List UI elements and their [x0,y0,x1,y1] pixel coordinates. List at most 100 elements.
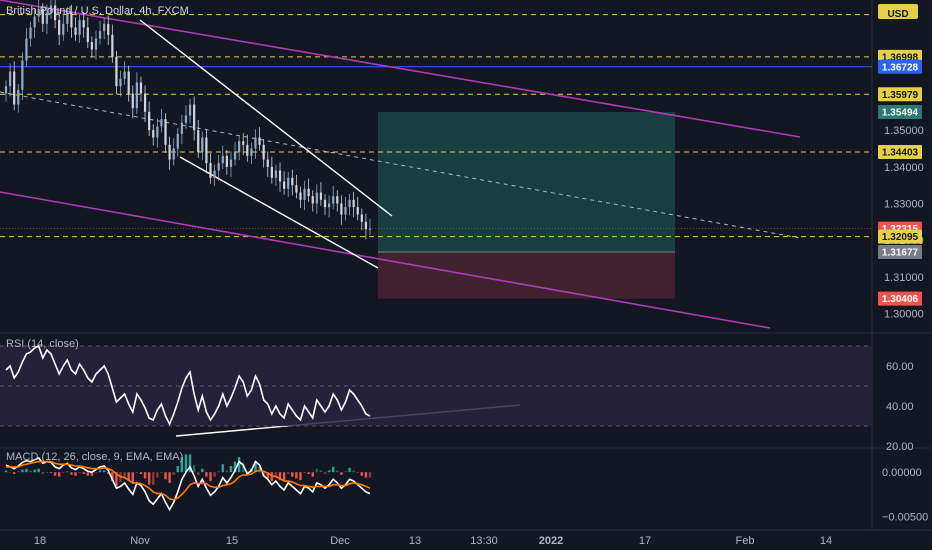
candle-body [278,170,282,182]
macd-histogram-bar [295,472,298,479]
macd-histogram-bar [102,470,106,473]
price-tag-label: 1.36998 [882,52,919,63]
macd-histogram-bar [360,472,364,476]
macd-histogram-bar [291,472,294,477]
target-zone [378,112,675,253]
macd-histogram-bar [307,472,310,474]
candle-body [127,71,130,94]
macd-histogram-bar [45,472,49,474]
candle-body [180,122,183,134]
macd-histogram-bar [348,467,351,473]
macd-histogram-bar [270,472,274,482]
macd-histogram-bar [78,472,81,474]
candle-body [364,221,368,230]
candle-body [37,9,40,17]
macd-histogram-bar [237,457,241,473]
macd-histogram-bar [74,472,77,476]
macd-histogram-bar [41,472,45,474]
rsi-axis-label: 60.00 [886,361,914,373]
candle-body [193,104,196,131]
time-axis-label: Feb [736,535,755,547]
signal-line [6,460,371,501]
candle-body [176,133,179,149]
price-tag-label: 1.32095 [882,232,919,243]
macd-histogram-bar [327,470,331,473]
candle-body [119,78,122,87]
candle-body [221,155,224,164]
candle-body [233,152,237,160]
currency-badge[interactable]: USD [878,4,918,20]
macd-histogram-bar [160,472,163,474]
candle-body [340,203,343,215]
macd-histogram-bar [352,470,355,473]
candle-body [184,115,188,123]
time-axis-label: 14 [820,535,832,547]
macd-histogram-bar [242,462,245,473]
candle-body [348,199,351,208]
candle-body [33,16,36,28]
macd-histogram-bar [303,472,306,474]
candle-body [225,155,228,167]
candle-body [344,207,347,215]
macd-histogram-bar [172,472,175,475]
macd-histogram-bar [225,470,229,473]
macd-histogram-bar [356,472,359,474]
candle-body [123,71,126,79]
macd-histogram-bar [66,471,69,473]
candle-body [270,166,273,178]
candle-body [172,148,175,160]
candle-body [21,60,24,90]
candle-body [74,27,77,35]
price-tag-label: 1.35494 [882,108,919,119]
macd-histogram-bar [12,472,16,474]
candle-body [201,137,204,153]
channel-upper-line [0,0,801,138]
candle-body [238,141,241,153]
price-tag-label: 1.31677 [882,248,919,259]
candle-body [13,71,16,105]
candle-body [82,20,85,28]
macd-histogram-bar [123,472,126,478]
candle-body [299,192,302,200]
candle-body [209,163,212,178]
price-tag-label: 1.35979 [882,90,919,101]
channel-lower-line [0,191,771,329]
macd-label: MACD (12, 26, close, 9, EMA, EMA) [6,451,184,463]
candle-body [94,38,98,50]
candle-body [229,159,233,167]
price-axis-label: 1.35000 [884,125,924,137]
candle-body [8,71,12,87]
horizontal-levels [0,14,872,238]
rsi-label: RSI (14, close) [6,338,79,350]
price-tag [878,291,922,306]
macd-histogram-bar [201,468,204,473]
candle-body [307,188,310,197]
macd-histogram-bar [176,466,179,473]
macd-histogram-bar [233,461,237,473]
macd-histogram-bar [315,468,319,473]
price-tag-label: 1.36728 [882,62,919,73]
candle-body [160,119,163,127]
candle-body [291,177,294,186]
candle-body [323,199,327,208]
stop-zone [378,252,675,299]
macd-histogram-bar [229,466,233,473]
price-tag [878,229,922,244]
chart-title: British Pound / U.S. Dollar, 4h, FXCM [6,5,189,17]
macd-histogram-bar [188,454,192,473]
candle-body [86,27,89,43]
candle-body [17,89,20,105]
candle-body [103,23,106,32]
macd-axis-label: 0.00000 [882,467,922,479]
price-axis-label: 1.31000 [884,272,924,284]
candle-body [4,86,8,94]
time-axis-label: 15 [226,535,238,547]
candle-body [90,42,93,50]
price-tag [878,87,922,102]
candle-body [319,192,323,200]
candle-body [266,159,269,167]
time-axis-label: 13 [409,535,421,547]
macd-histogram-bar [197,472,200,475]
candle-body [143,93,147,112]
